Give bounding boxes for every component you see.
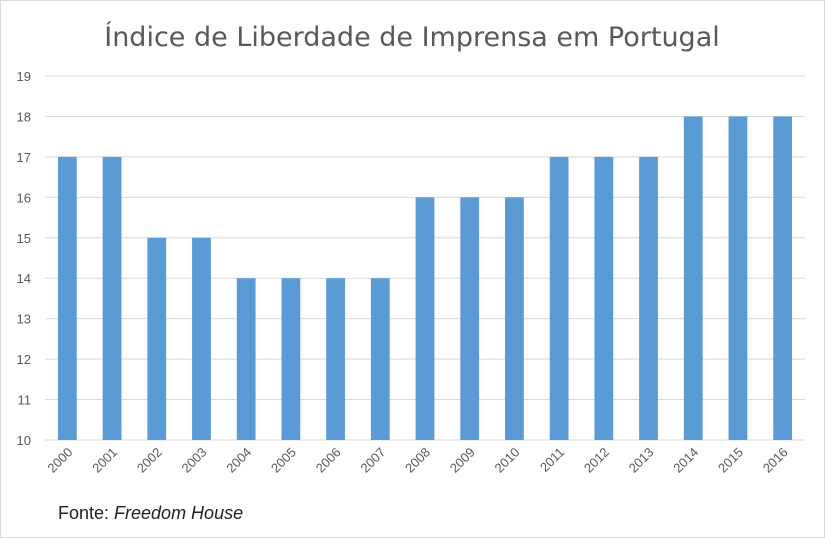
x-tick-label: 2007: [357, 445, 388, 476]
x-tick-label: 2002: [134, 445, 165, 476]
y-axis-ticks: 10 11 12 13 14 15 16 17 18 19: [17, 69, 31, 448]
bar-2013: [639, 156, 658, 440]
x-tick-label: 2009: [447, 445, 478, 476]
bar-2010: [505, 197, 524, 440]
y-tick-label: 10: [17, 433, 31, 448]
x-tick-label: 2013: [626, 445, 657, 476]
x-tick-label: 2011: [537, 445, 567, 475]
x-axis-ticks: 2000 2001 2002 2003 2004 2005 2006 2007 2008 2009…: [44, 445, 790, 476]
bar-2003: [192, 237, 211, 440]
bar-2014: [683, 116, 703, 440]
bar-2001: [102, 156, 122, 440]
bar-2005: [281, 278, 301, 440]
x-tick-label: 2004: [223, 445, 254, 476]
y-tick-label: 15: [17, 231, 31, 246]
bars: [57, 116, 793, 440]
x-tick-label: 2016: [760, 445, 791, 476]
x-tick-label: 2012: [581, 445, 612, 476]
y-tick-label: 11: [18, 393, 32, 408]
bar-2006: [326, 278, 345, 440]
x-tick-label: 2008: [402, 445, 433, 476]
x-tick-label: 2000: [44, 445, 75, 476]
y-tick-label: 16: [17, 190, 31, 205]
bar-2008: [415, 197, 435, 440]
bar-2012: [594, 156, 614, 440]
x-tick-label: 2006: [313, 445, 344, 476]
bar-2015: [728, 116, 748, 440]
bar-2007: [370, 278, 390, 440]
x-tick-label: 2014: [670, 445, 701, 476]
bar-2011: [549, 156, 569, 440]
x-tick-label: 2015: [715, 445, 746, 476]
x-tick-label: 2001: [89, 445, 120, 476]
bar-2016: [773, 116, 793, 440]
source-note: Fonte: Freedom House: [58, 503, 243, 524]
source-name: Freedom House: [114, 503, 244, 523]
bar-2000: [57, 156, 77, 440]
grid: [45, 75, 805, 441]
x-tick-label: 2003: [179, 445, 210, 476]
x-tick-label: 2005: [268, 445, 299, 476]
y-tick-label: 18: [17, 109, 31, 124]
bar-2004: [236, 278, 256, 440]
x-tick-label: 2010: [491, 445, 522, 476]
bar-2009: [460, 197, 480, 440]
source-prefix: Fonte:: [58, 503, 115, 523]
chart-title: Índice de Liberdade de Imprensa em Portu…: [104, 21, 720, 53]
y-tick-label: 12: [17, 352, 31, 367]
bar-2002: [147, 237, 167, 440]
y-tick-label: 14: [17, 271, 31, 286]
y-tick-label: 13: [17, 312, 31, 327]
y-tick-label: 17: [17, 150, 31, 165]
y-tick-label: 19: [17, 69, 31, 84]
